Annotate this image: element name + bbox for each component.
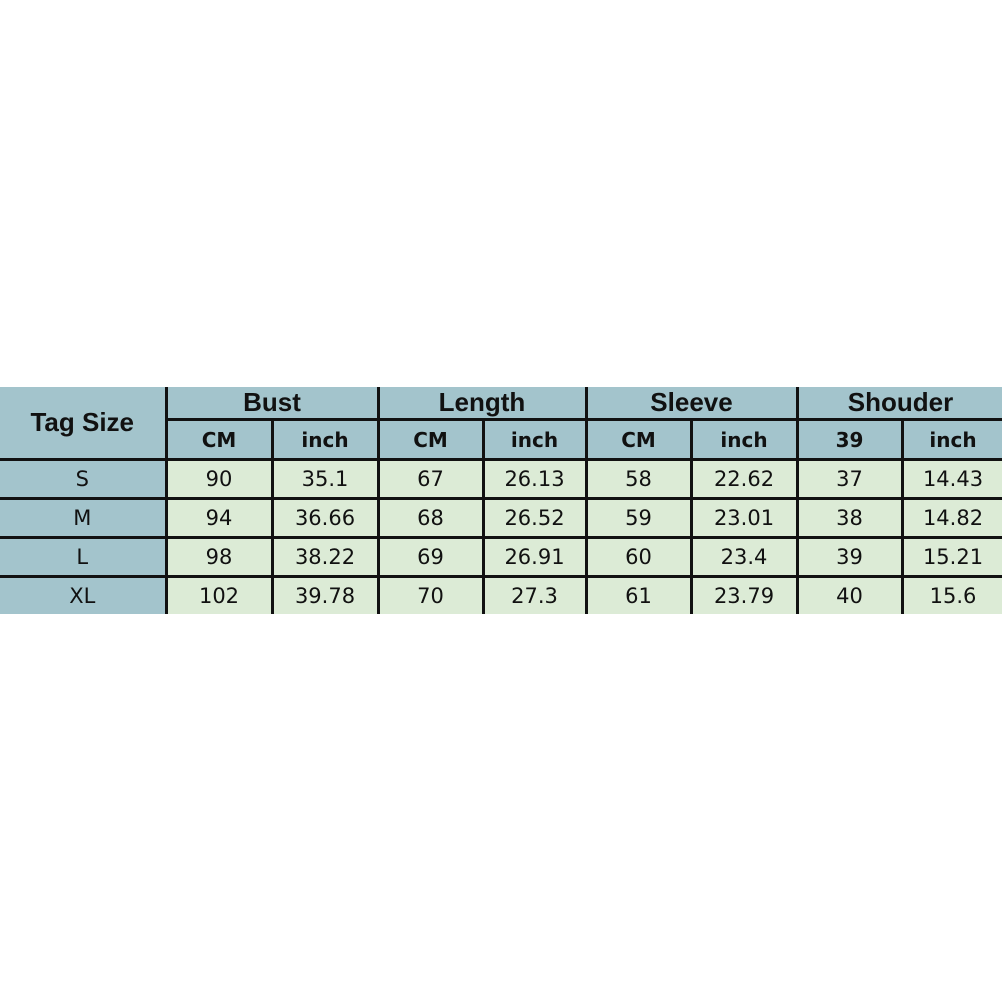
unit-header: CM	[584, 418, 693, 461]
value-cell: 26.91	[481, 536, 588, 578]
value-cell: 98	[164, 536, 274, 578]
table-row: S 90 35.1 67 26.13 58 22.62 37 14.43	[0, 458, 1002, 500]
group-header-row: Tag Size Bust Length Sleeve Shouder	[0, 387, 1002, 461]
value-cell: 23.79	[689, 575, 799, 614]
value-cell: 38.22	[270, 536, 380, 578]
value-cell: 36.66	[270, 497, 380, 539]
value-cell: 37	[795, 458, 904, 500]
value-cell: 23.4	[689, 536, 799, 578]
unit-header: inch	[481, 418, 588, 461]
value-cell: 69	[376, 536, 485, 578]
value-cell: 27.3	[481, 575, 588, 614]
value-cell: 94	[164, 497, 274, 539]
unit-header: inch	[270, 418, 380, 461]
value-cell: 15.6	[900, 575, 1002, 614]
value-cell: 60	[584, 536, 693, 578]
value-cell: 14.82	[900, 497, 1002, 539]
value-cell: 68	[376, 497, 485, 539]
value-cell: 22.62	[689, 458, 799, 500]
value-cell: 38	[795, 497, 904, 539]
value-cell: 39	[795, 536, 904, 578]
value-cell: 67	[376, 458, 485, 500]
value-cell: 61	[584, 575, 693, 614]
table-row: XL 102 39.78 70 27.3 61 23.79 40 15.6	[0, 575, 1002, 614]
value-cell: 14.43	[900, 458, 1002, 500]
unit-header: inch	[900, 418, 1002, 461]
value-cell: 58	[584, 458, 693, 500]
group-header-sleeve: Sleeve	[584, 387, 799, 421]
group-header-bust: Bust	[164, 387, 380, 421]
size-cell: S	[0, 458, 168, 500]
value-cell: 39.78	[270, 575, 380, 614]
unit-header: 39	[795, 418, 904, 461]
value-cell: 59	[584, 497, 693, 539]
unit-header-row: CM inch CM inch CM inch 39 inch	[0, 418, 1002, 461]
value-cell: 26.13	[481, 458, 588, 500]
group-header-length: Length	[376, 387, 588, 421]
unit-header: CM	[376, 418, 485, 461]
value-cell: 102	[164, 575, 274, 614]
value-cell: 15.21	[900, 536, 1002, 578]
table-row: M 94 36.66 68 26.52 59 23.01 38 14.82	[0, 497, 1002, 539]
size-cell: L	[0, 536, 168, 578]
value-cell: 90	[164, 458, 274, 500]
table-row: L 98 38.22 69 26.91 60 23.4 39 15.21	[0, 536, 1002, 578]
value-cell: 70	[376, 575, 485, 614]
value-cell: 35.1	[270, 458, 380, 500]
tag-size-header: Tag Size	[0, 387, 168, 461]
size-cell: M	[0, 497, 168, 539]
unit-header: CM	[166, 418, 274, 461]
group-header-shouder: Shouder	[795, 387, 1002, 421]
size-chart-table: Tag Size Bust Length Sleeve Shouder CM inch C…	[0, 387, 1002, 614]
size-cell: XL	[0, 575, 168, 614]
unit-header: inch	[689, 418, 799, 461]
value-cell: 23.01	[689, 497, 799, 539]
value-cell: 40	[795, 575, 904, 614]
value-cell: 26.52	[481, 497, 588, 539]
